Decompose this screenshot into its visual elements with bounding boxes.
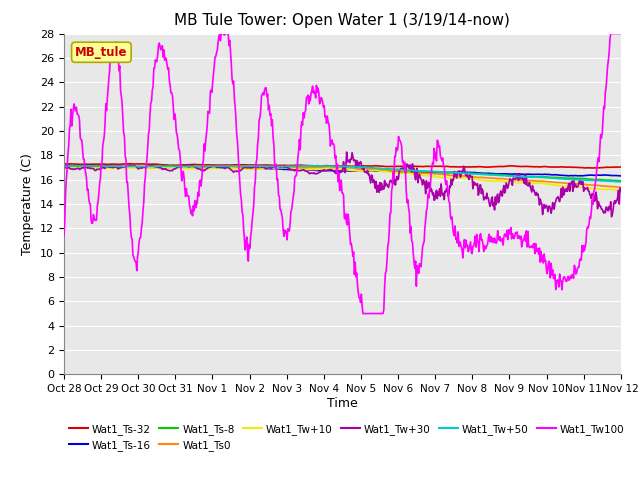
X-axis label: Time: Time: [327, 397, 358, 410]
Y-axis label: Temperature (C): Temperature (C): [22, 153, 35, 255]
Title: MB Tule Tower: Open Water 1 (3/19/14-now): MB Tule Tower: Open Water 1 (3/19/14-now…: [175, 13, 510, 28]
Text: MB_tule: MB_tule: [75, 46, 127, 59]
Legend: Wat1_Ts-32, Wat1_Ts-16, Wat1_Ts-8, Wat1_Ts0, Wat1_Tw+10, Wat1_Tw+30, Wat1_Tw+50,: Wat1_Ts-32, Wat1_Ts-16, Wat1_Ts-8, Wat1_…: [69, 424, 625, 451]
